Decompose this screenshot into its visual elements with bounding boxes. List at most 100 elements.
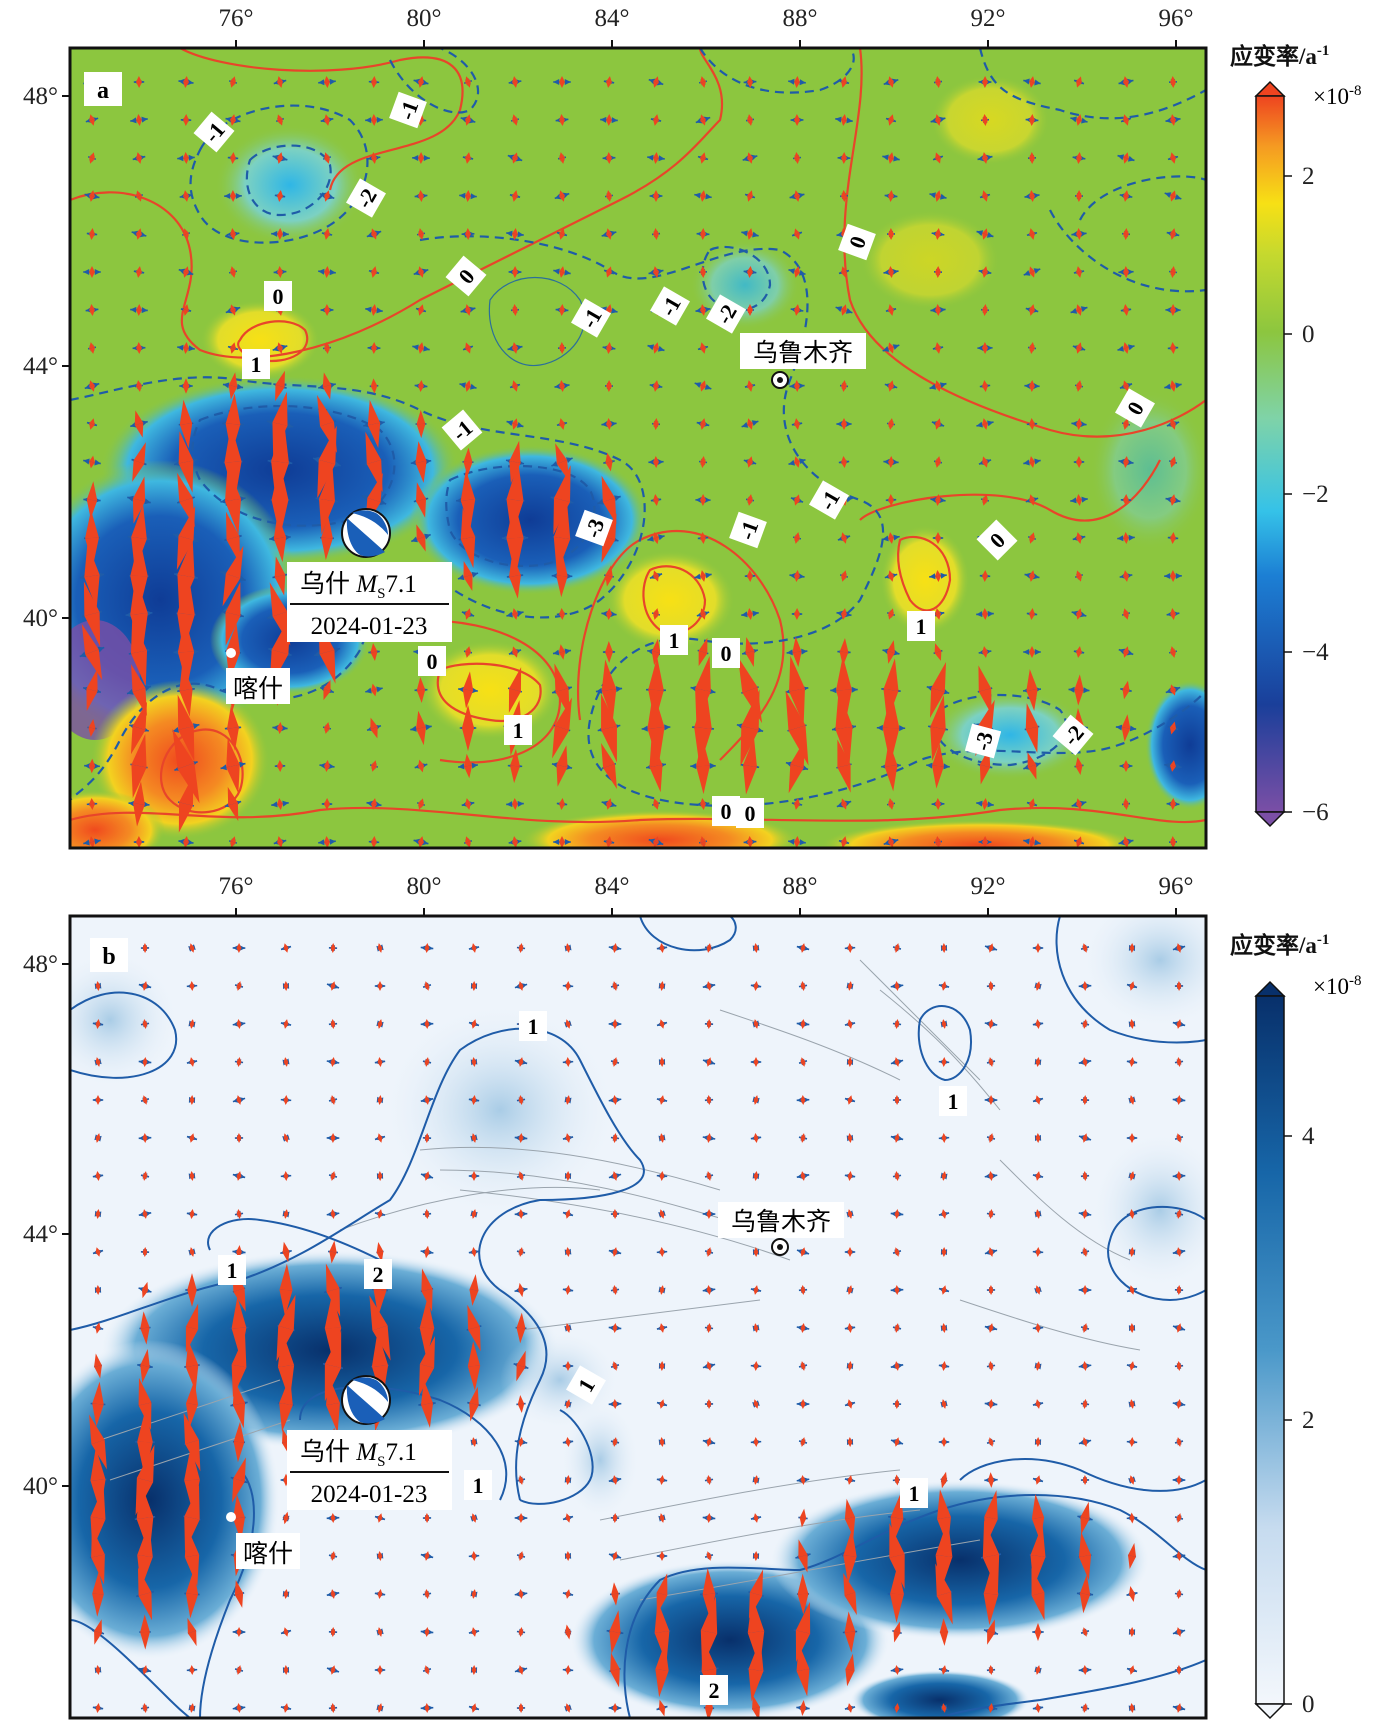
strain-cross: [87, 718, 97, 738]
lon-label: 84°: [595, 873, 630, 900]
strain-cross: [422, 981, 432, 991]
strain-cross: [562, 1057, 574, 1067]
strain-cross: [1074, 570, 1084, 582]
strain-cross: [82, 669, 102, 711]
strain-cross: [374, 1665, 386, 1675]
strain-cross: [886, 798, 896, 810]
strain-cross: [838, 836, 850, 848]
strain-cross: [420, 1245, 434, 1259]
strain-cross: [1168, 456, 1178, 468]
strain-cross: [1172, 1019, 1186, 1029]
strain-cross: [839, 380, 849, 392]
contour-label-text: 1: [227, 1258, 238, 1283]
strain-cross: [460, 114, 476, 126]
fault-line: [719, 1009, 901, 1081]
strain-cross: [562, 1285, 574, 1295]
strain-cross: [609, 1652, 621, 1688]
strain-cross: [185, 1273, 199, 1307]
strain-cross: [326, 1589, 340, 1599]
strain-cross: [368, 266, 380, 278]
strain-cross: [186, 1057, 198, 1067]
strain-cross: [187, 1617, 197, 1647]
strain-cross: [836, 418, 852, 430]
lon-label: 92°: [971, 873, 1006, 900]
strain-cross: [658, 1513, 666, 1523]
strain-cross: [376, 1019, 384, 1029]
strain-cross: [746, 304, 754, 316]
strain-cross: [178, 399, 194, 449]
strain-cross: [788, 456, 806, 468]
colorbar-tick: −2: [1302, 481, 1329, 508]
strain-cross: [1024, 380, 1040, 392]
strain-cross: [83, 455, 101, 469]
contour-label: -1: [571, 298, 611, 338]
strain-cross: [227, 342, 239, 354]
strain-cross: [564, 1171, 572, 1181]
strain-cross: [745, 494, 755, 506]
strain-cross: [185, 1380, 199, 1428]
strain-cross: [128, 617, 150, 687]
strain-cross: [1165, 114, 1181, 126]
strain-cross: [420, 1095, 434, 1105]
strain-cross: [1078, 1133, 1092, 1143]
strain-cross: [133, 836, 145, 848]
strain-cross: [184, 1446, 200, 1514]
strain-cross: [89, 1414, 107, 1470]
strain-cross: [131, 442, 147, 482]
strain-cross: [470, 981, 478, 991]
strain-cross: [1078, 1057, 1092, 1067]
strain-cross: [597, 475, 621, 525]
strain-cross: [376, 1241, 384, 1263]
strain-cross: [186, 1665, 198, 1675]
strain-cross: [750, 1513, 762, 1523]
kashi-marker: [226, 1512, 236, 1522]
strain-cross: [414, 759, 428, 773]
strain-cross: [470, 1589, 478, 1599]
contour-label-text: 1: [528, 1014, 539, 1039]
strain-cross: [468, 1247, 480, 1257]
strain-cross: [509, 190, 521, 202]
axis-ticks-b: [62, 908, 1177, 1487]
strain-cross: [516, 1095, 526, 1105]
contour-label: 0: [712, 638, 740, 668]
epicenter-date: 2024-01-23: [311, 613, 428, 640]
strain-cross: [1118, 76, 1134, 88]
strain-cross: [750, 1057, 762, 1067]
strain-cross: [188, 1247, 196, 1257]
strain-cross: [1172, 1551, 1186, 1561]
strain-cross: [92, 1571, 104, 1617]
strain-cross: [796, 1399, 810, 1409]
strain-cross: [318, 266, 336, 278]
strain-crosses-a: [79, 76, 1182, 848]
strain-cross: [133, 266, 145, 278]
strain-cross: [516, 1627, 526, 1637]
strain-cross: [695, 114, 711, 126]
strain-cross: [835, 114, 853, 126]
strain-cross: [648, 266, 664, 278]
strain-cross: [743, 266, 757, 278]
strain-cross: [885, 494, 897, 506]
strain-cross: [698, 266, 708, 278]
strain-cross: [697, 637, 709, 667]
strain-cross: [516, 1475, 526, 1485]
strain-cross: [836, 739, 852, 793]
strain-cross: [321, 228, 333, 240]
strain-cross: [788, 836, 806, 848]
strain-cross: [322, 722, 332, 734]
strain-cross: [610, 1209, 620, 1219]
strain-cross: [1174, 1665, 1184, 1675]
strain-cross: [188, 1095, 196, 1105]
strain-cross: [1032, 1247, 1044, 1257]
strain-cross: [1168, 646, 1178, 658]
strain-cross: [986, 1665, 996, 1675]
epicenter-name: 乌什 MS7.1: [300, 570, 417, 602]
strain-cross: [94, 1057, 102, 1067]
strain-cross: [422, 1209, 432, 1219]
strain-cross: [933, 836, 943, 848]
strain-cross: [1025, 494, 1039, 506]
strain-cross: [79, 543, 105, 609]
strain-cross: [890, 1361, 904, 1371]
strain-cross: [222, 582, 244, 646]
strain-cross: [173, 617, 199, 687]
strain-cross: [1025, 304, 1039, 316]
